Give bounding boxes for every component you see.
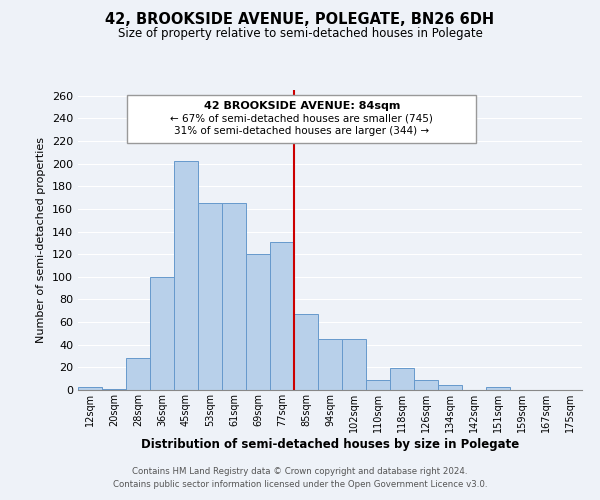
Text: Contains HM Land Registry data © Crown copyright and database right 2024.: Contains HM Land Registry data © Crown c… bbox=[132, 467, 468, 476]
Text: 31% of semi-detached houses are larger (344) →: 31% of semi-detached houses are larger (… bbox=[174, 126, 430, 136]
Text: ← 67% of semi-detached houses are smaller (745): ← 67% of semi-detached houses are smalle… bbox=[170, 114, 433, 124]
Bar bbox=[318, 339, 342, 390]
Bar bbox=[246, 254, 270, 390]
Bar bbox=[294, 314, 318, 390]
Bar bbox=[270, 242, 294, 390]
Text: Size of property relative to semi-detached houses in Polegate: Size of property relative to semi-detach… bbox=[118, 28, 482, 40]
FancyBboxPatch shape bbox=[127, 94, 476, 143]
Text: 42, BROOKSIDE AVENUE, POLEGATE, BN26 6DH: 42, BROOKSIDE AVENUE, POLEGATE, BN26 6DH bbox=[106, 12, 494, 28]
Bar bbox=[78, 386, 102, 390]
Bar bbox=[174, 162, 198, 390]
Bar bbox=[126, 358, 150, 390]
X-axis label: Distribution of semi-detached houses by size in Polegate: Distribution of semi-detached houses by … bbox=[141, 438, 519, 450]
Y-axis label: Number of semi-detached properties: Number of semi-detached properties bbox=[37, 137, 46, 343]
Bar bbox=[222, 203, 246, 390]
Bar bbox=[198, 203, 222, 390]
Bar bbox=[150, 277, 174, 390]
Bar bbox=[366, 380, 390, 390]
Bar bbox=[438, 386, 462, 390]
Bar bbox=[390, 368, 414, 390]
Text: 42 BROOKSIDE AVENUE: 84sqm: 42 BROOKSIDE AVENUE: 84sqm bbox=[203, 102, 400, 112]
Bar bbox=[102, 389, 126, 390]
Bar bbox=[342, 339, 366, 390]
Bar bbox=[486, 386, 510, 390]
Bar bbox=[414, 380, 438, 390]
Text: Contains public sector information licensed under the Open Government Licence v3: Contains public sector information licen… bbox=[113, 480, 487, 489]
